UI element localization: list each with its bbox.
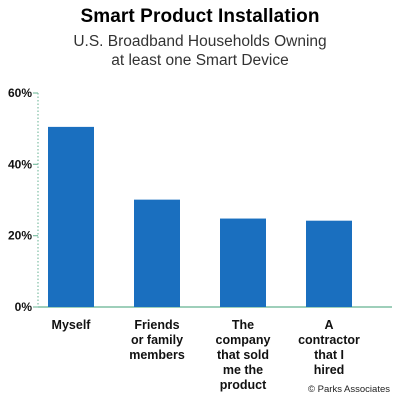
chart-subtitle-line-2: at least one Smart Device [111,52,289,69]
y-tick-label: 20% [8,229,32,243]
y-tick-label: 60% [8,86,32,100]
bar [134,199,180,307]
chart-subtitle: U.S. Broadband Households Owning at leas… [0,32,400,70]
bars [48,126,352,307]
y-axis: 0% 20% 40% 60% [8,86,392,314]
y-tick-label: 0% [15,300,33,314]
chart-subtitle-line-1: U.S. Broadband Households Owning [73,33,327,50]
bar [48,126,94,307]
category-label: The company that sold me the product [216,318,271,392]
y-tick-label: 40% [8,157,32,171]
bar [220,218,266,307]
copyright-text: © Parks Associates [308,384,390,395]
category-label: Myself [52,318,92,332]
chart-title: Smart Product Installation [80,6,320,27]
category-label: Friends or family members [129,318,185,362]
bar [306,220,352,307]
category-labels: Myself Friends or family members The company t… [52,318,360,392]
